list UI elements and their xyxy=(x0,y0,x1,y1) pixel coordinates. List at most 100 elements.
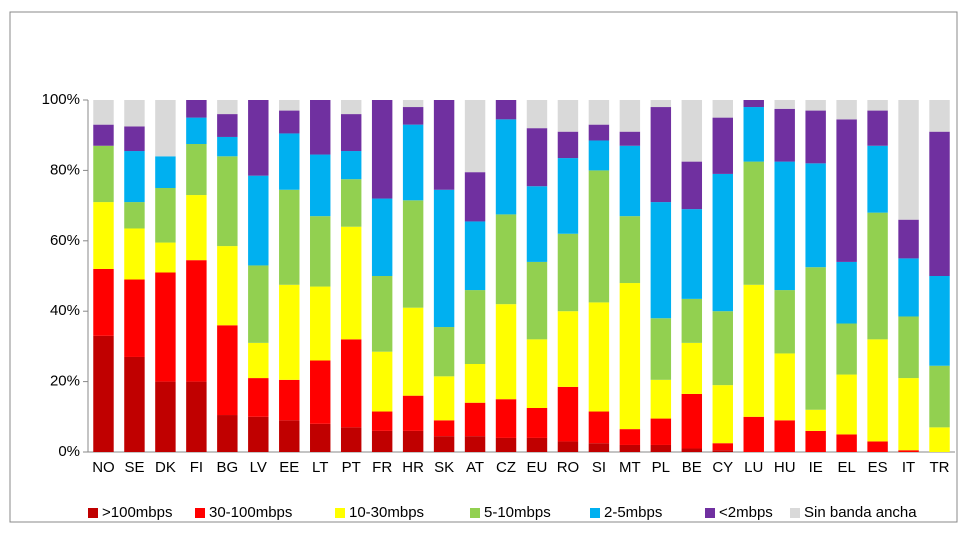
bar-segment xyxy=(557,158,579,234)
bar-segment xyxy=(588,124,610,141)
bar-segment xyxy=(805,430,826,452)
bar-segment xyxy=(155,242,176,273)
bar-segment xyxy=(464,364,486,403)
bar-segment xyxy=(310,360,331,424)
x-tick-label: LV xyxy=(250,459,267,476)
bar-segment xyxy=(340,226,362,340)
bar-segment xyxy=(248,175,269,266)
bar-segment xyxy=(433,420,455,437)
legend-label: 5-10mbps xyxy=(484,504,551,521)
bar-segment xyxy=(279,133,300,190)
bar-segment xyxy=(526,408,548,438)
bar-segment xyxy=(774,100,795,109)
bar-segment xyxy=(93,335,114,452)
bar-segment xyxy=(557,311,579,387)
bar-segment xyxy=(681,393,703,449)
y-tick-label: 20% xyxy=(50,373,80,390)
bar-segment xyxy=(402,430,424,452)
bar-segment xyxy=(619,429,641,445)
bar-segment xyxy=(371,276,393,352)
x-tick-label: ES xyxy=(868,459,888,476)
bar-segment xyxy=(279,110,300,134)
bar-segment xyxy=(588,100,610,125)
bar-segment xyxy=(526,186,548,262)
bar-segment xyxy=(217,246,238,326)
x-tick-label: FR xyxy=(372,459,392,476)
bar-segment xyxy=(93,268,114,336)
bar-segment xyxy=(867,441,888,452)
bar-segment xyxy=(464,172,486,222)
bar-segment xyxy=(681,100,703,162)
bar-segment xyxy=(557,233,579,312)
bar-segment xyxy=(774,420,795,452)
bar-segment xyxy=(743,100,764,108)
x-tick-label: NO xyxy=(92,459,115,476)
bar-segment xyxy=(433,376,455,421)
x-tick-label: IE xyxy=(809,459,823,476)
legend-swatch xyxy=(705,508,715,518)
bar-segment xyxy=(248,100,269,176)
x-tick-label: LU xyxy=(744,459,763,476)
bar-segment xyxy=(248,378,269,417)
bar-segment xyxy=(619,444,641,452)
x-tick-label: FI xyxy=(190,459,203,476)
bar-segment xyxy=(402,395,424,431)
bar-segment xyxy=(124,126,145,152)
bar-segment xyxy=(557,386,579,442)
y-tick-label: 80% xyxy=(50,161,80,178)
bar-segment xyxy=(248,342,269,379)
bar-segment xyxy=(402,100,424,108)
bar-segment xyxy=(279,189,300,285)
bar-segment xyxy=(898,450,919,452)
bar-segment xyxy=(155,188,176,243)
bar-segment xyxy=(433,327,455,377)
bar-segment xyxy=(371,411,393,431)
x-tick-label: MT xyxy=(619,459,641,476)
x-tick-label: BE xyxy=(682,459,702,476)
bar-segment xyxy=(217,136,238,157)
y-tick-label: 60% xyxy=(50,232,80,249)
bar-segment xyxy=(124,100,145,127)
bar-segment xyxy=(650,318,672,380)
bar-segment xyxy=(433,436,455,452)
bar-segment xyxy=(619,100,641,132)
x-tick-label: SE xyxy=(124,459,144,476)
bar-segment xyxy=(929,427,950,452)
bar-segment xyxy=(805,267,826,410)
bar-segment xyxy=(124,202,145,229)
x-tick-label: BG xyxy=(216,459,238,476)
bar-segment xyxy=(650,444,672,452)
bar-segment xyxy=(340,339,362,428)
bar-segment xyxy=(774,161,795,291)
bar-segment xyxy=(155,156,176,188)
bar-segment xyxy=(217,325,238,416)
bar-segment xyxy=(743,107,764,162)
bar-segment xyxy=(186,381,207,452)
bar-segment xyxy=(526,261,548,340)
bar-segment xyxy=(526,437,548,452)
bar-segment xyxy=(619,145,641,217)
x-tick-label: LT xyxy=(312,459,328,476)
bar-segment xyxy=(464,436,486,452)
bar-segment xyxy=(217,156,238,247)
bar-segment xyxy=(805,409,826,431)
bar-segment xyxy=(155,272,176,382)
bar-segment xyxy=(93,124,114,146)
bar-segment xyxy=(743,416,764,452)
bar-segment xyxy=(619,283,641,430)
bar-segment xyxy=(929,100,950,132)
bar-segment xyxy=(402,107,424,125)
bar-segment xyxy=(867,110,888,146)
bar-segment xyxy=(929,276,950,366)
x-tick-label: EL xyxy=(837,459,855,476)
x-tick-label: PL xyxy=(652,459,670,476)
bar-segment xyxy=(310,286,331,361)
bar-segment xyxy=(495,304,517,400)
x-tick-label: PT xyxy=(342,459,361,476)
bar-segment xyxy=(588,411,610,444)
bar-segment xyxy=(371,351,393,412)
bar-segment xyxy=(712,385,733,444)
bar-segment xyxy=(619,216,641,284)
bar-segment xyxy=(836,119,857,262)
legend-label: 30-100mbps xyxy=(209,504,292,521)
